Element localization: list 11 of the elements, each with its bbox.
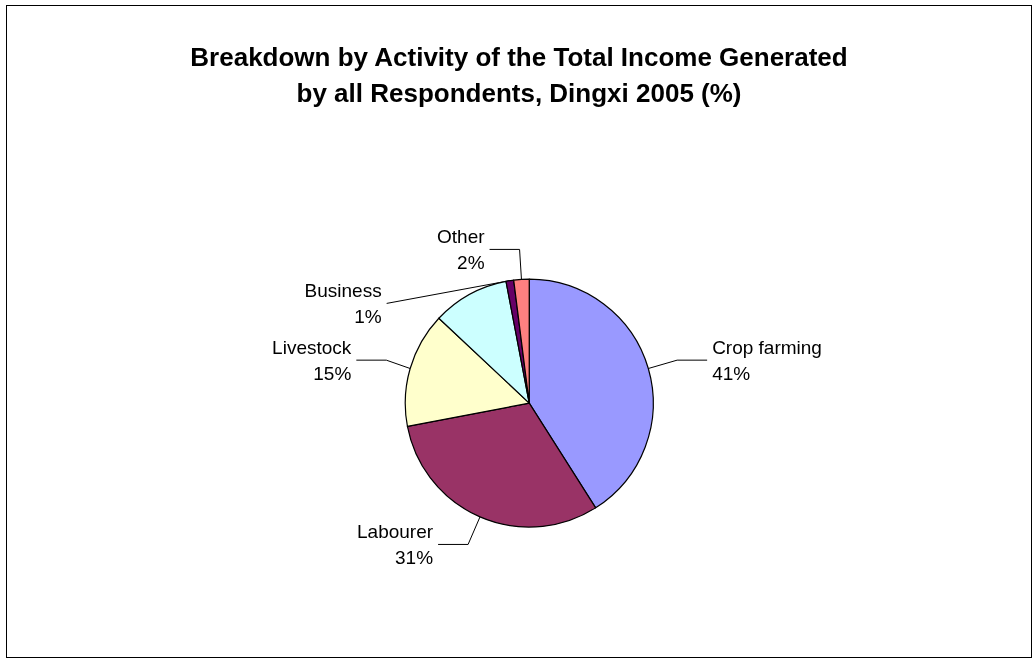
data-label: 41%: [712, 362, 751, 384]
slice-label: Other: [437, 225, 486, 247]
data-label: 31%: [395, 546, 434, 568]
slice-label: Crop farming: [712, 336, 822, 358]
slice-label: Livestock: [272, 336, 352, 358]
chart-title: Breakdown by Activity of the Total Income Generated by all Respondents, Dingxi 2005 (%): [190, 42, 848, 108]
data-label: 15%: [313, 362, 352, 384]
slice-label: Business: [304, 279, 382, 301]
slice-label: Labourer: [357, 520, 434, 542]
data-label: 1%: [354, 305, 382, 327]
data-label: 2%: [457, 251, 485, 273]
